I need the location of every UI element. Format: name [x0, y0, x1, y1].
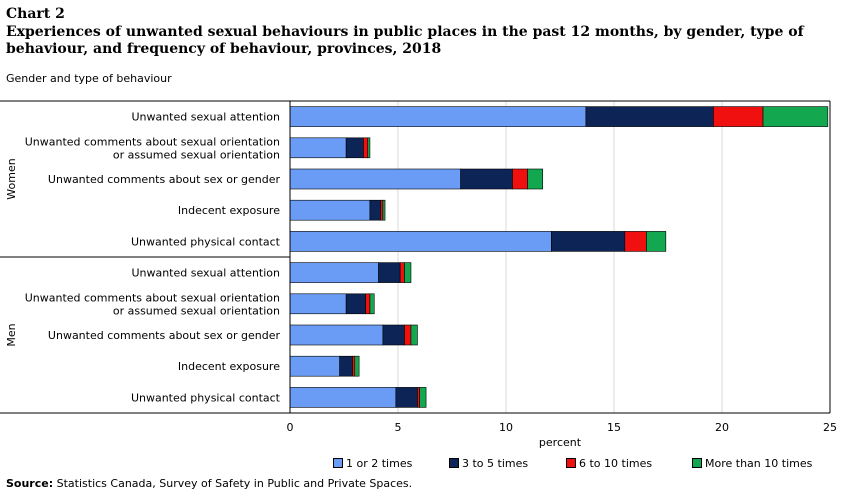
bar-men-more-than-10-times: [369, 293, 375, 315]
legend-swatch: [692, 458, 702, 468]
chart-legend: 1 or 2 times 3 to 5 times 6 to 10 times Mor…: [0, 457, 851, 473]
bar-women-3-to-5-times: [585, 106, 714, 127]
category-label: Unwanted comments about sex or gender: [48, 173, 281, 186]
legend-item-6-to-10-times: 6 to 10 times: [566, 457, 652, 470]
bar-women-1-or-2-times: [289, 137, 347, 159]
x-axis-label: percent: [539, 436, 582, 449]
x-tick-label: 5: [395, 421, 402, 434]
bar-women-6-to-10-times: [363, 137, 369, 159]
category-label: Unwanted physical contact: [131, 391, 281, 404]
bar-men-3-to-5-times: [382, 324, 405, 346]
bar-women-1-or-2-times: [289, 106, 587, 127]
bar-women-6-to-10-times: [713, 106, 764, 127]
bar-men-6-to-10-times: [404, 324, 412, 346]
bar-women-6-to-10-times: [512, 168, 528, 190]
group-label-men: Men: [5, 323, 18, 346]
bar-men-1-or-2-times: [289, 355, 340, 377]
bar-women-3-to-5-times: [345, 137, 364, 159]
bar-men-3-to-5-times: [378, 262, 401, 283]
bar-women-6-to-10-times: [624, 231, 647, 252]
bar-men-3-to-5-times: [345, 293, 366, 315]
category-label-line: Unwanted comments about sexual orientati…: [25, 135, 280, 148]
category-label-line: Unwanted sexual attention: [131, 267, 280, 280]
x-tick-label: 25: [823, 421, 837, 434]
bar-women-1-or-2-times: [289, 199, 371, 221]
legend-swatch: [566, 458, 576, 468]
bar-men-more-than-10-times: [404, 262, 412, 283]
bar-men-more-than-10-times: [419, 387, 427, 408]
category-label-line: Unwanted comments about sexual orientati…: [25, 291, 280, 304]
category-label: Unwanted comments about sex or gender: [48, 329, 281, 342]
category-label-line: Unwanted comments about sex or gender: [48, 329, 281, 342]
bar-men-1-or-2-times: [289, 387, 397, 408]
bar-men-6-to-10-times: [352, 355, 356, 377]
bar-women-more-than-10-times: [367, 137, 371, 159]
category-label-line: Unwanted physical contact: [131, 391, 281, 404]
category-label-line: or assumed sexual orientation: [113, 304, 280, 317]
bar-women-6-to-10-times: [380, 199, 384, 221]
legend-label: 3 to 5 times: [462, 457, 529, 470]
bar-women-more-than-10-times: [646, 231, 667, 252]
category-label: Unwanted sexual attention: [131, 111, 280, 124]
legend-item-more-than-10-times: More than 10 times: [692, 457, 812, 470]
category-label: Unwanted comments about sexual orientati…: [25, 291, 280, 317]
y-axis-title: Gender and type of behaviour: [6, 72, 172, 85]
category-label: Indecent exposure: [178, 360, 280, 373]
legend-label: More than 10 times: [705, 457, 813, 470]
chart-title: Experiences of unwanted sexual behaviour…: [6, 24, 804, 57]
bar-women-3-to-5-times: [551, 231, 626, 252]
category-label-line: Indecent exposure: [178, 360, 280, 373]
bar-women-more-than-10-times: [527, 168, 544, 190]
category-label-line: Unwanted physical contact: [131, 235, 281, 248]
group-label-women: Women: [5, 158, 18, 199]
bar-men-more-than-10-times: [354, 355, 360, 377]
bar-men-6-to-10-times: [365, 293, 371, 315]
category-label: Unwanted comments about sexual orientati…: [25, 135, 280, 161]
chart-number: Chart 2: [6, 6, 65, 22]
legend-swatch: [449, 458, 459, 468]
source-note: Source: Statistics Canada, Survey of Saf…: [6, 477, 412, 490]
bar-men-3-to-5-times: [339, 355, 353, 377]
bar-men-3-to-5-times: [395, 387, 418, 408]
category-label: Indecent exposure: [178, 204, 280, 217]
legend-label: 6 to 10 times: [579, 457, 653, 470]
legend-swatch: [333, 458, 343, 468]
category-label: Unwanted sexual attention: [131, 267, 280, 280]
legend-label: 1 or 2 times: [346, 457, 413, 470]
category-label-line: Unwanted sexual attention: [131, 111, 280, 124]
bar-women-more-than-10-times: [382, 199, 386, 221]
bar-men-1-or-2-times: [289, 293, 347, 315]
bar-women-3-to-5-times: [460, 168, 513, 190]
category-label: Unwanted physical contact: [131, 235, 281, 248]
x-tick-label: 20: [715, 421, 729, 434]
x-tick-label: 10: [499, 421, 513, 434]
x-tick-label: 0: [287, 421, 294, 434]
bar-men-1-or-2-times: [289, 262, 379, 283]
source-text: Statistics Canada, Survey of Safety in P…: [56, 477, 413, 490]
bar-men-more-than-10-times: [410, 324, 418, 346]
bar-men-1-or-2-times: [289, 324, 384, 346]
x-tick-label: 15: [607, 421, 621, 434]
legend-item-3-to-5-times: 3 to 5 times: [449, 457, 528, 470]
category-label-line: or assumed sexual orientation: [113, 148, 280, 161]
bar-women-1-or-2-times: [289, 231, 552, 252]
bar-women-3-to-5-times: [369, 199, 382, 221]
category-label-line: Indecent exposure: [178, 204, 280, 217]
legend-item-1-or-2-times: 1 or 2 times: [333, 457, 412, 470]
bar-men-6-to-10-times: [399, 262, 405, 283]
bar-men-6-to-10-times: [417, 387, 420, 408]
source-label: Source:: [6, 477, 54, 490]
bar-women-1-or-2-times: [289, 168, 461, 190]
category-label-line: Unwanted comments about sex or gender: [48, 173, 281, 186]
bar-women-more-than-10-times: [762, 106, 829, 127]
